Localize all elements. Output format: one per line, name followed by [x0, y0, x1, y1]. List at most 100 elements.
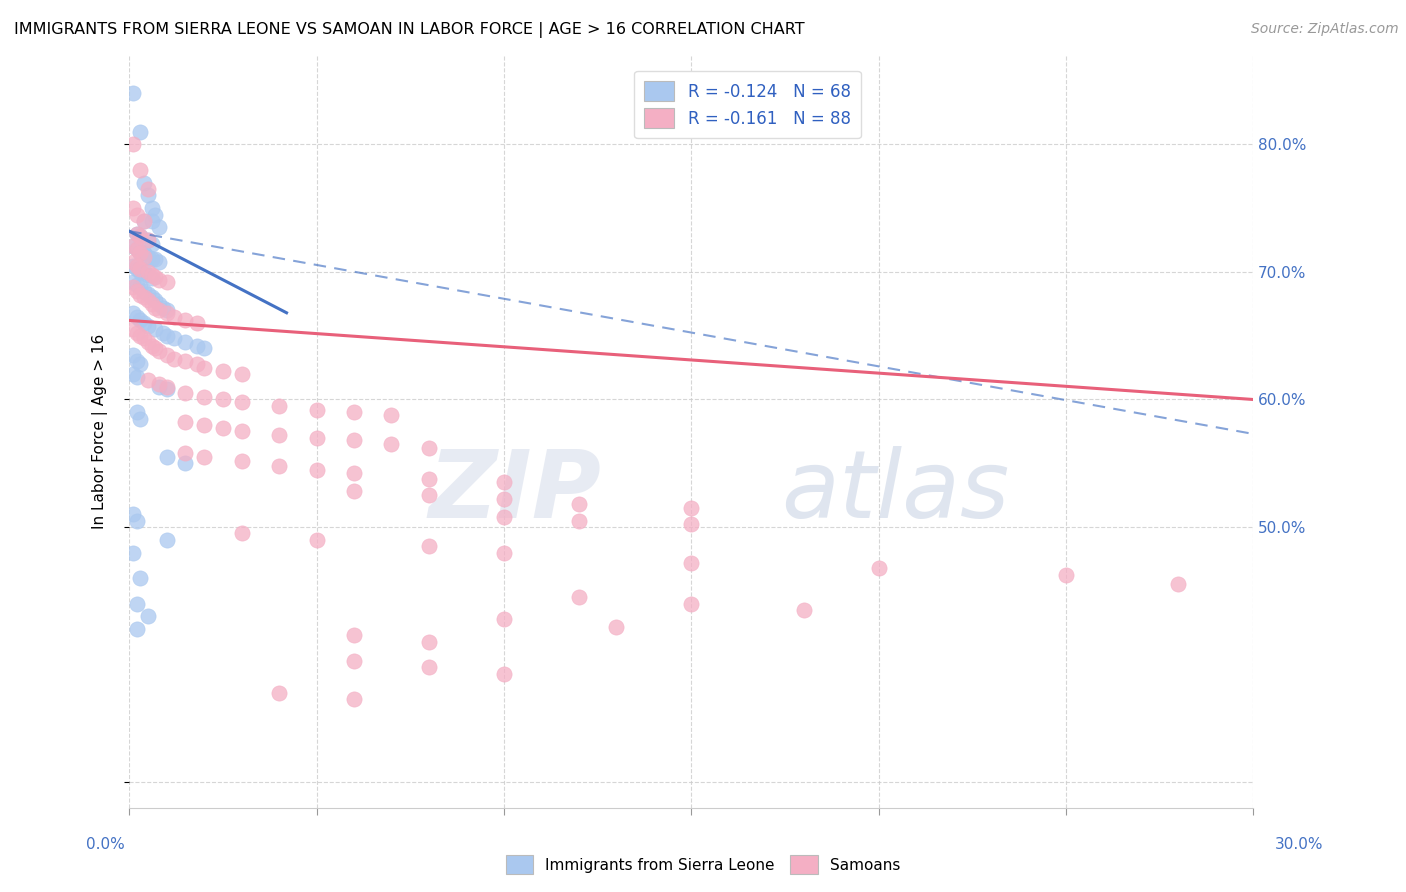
Point	[343, 467, 366, 481]
Point	[148, 272, 170, 286]
Point	[129, 162, 152, 177]
Point	[125, 242, 148, 256]
Point	[125, 310, 148, 324]
Point	[125, 208, 148, 222]
Point	[174, 446, 197, 460]
Point	[134, 245, 156, 260]
Point	[145, 252, 167, 267]
Point	[492, 491, 515, 506]
Point	[134, 331, 156, 345]
Point	[136, 293, 159, 307]
Point	[129, 245, 152, 260]
Point	[148, 344, 170, 359]
Point	[231, 425, 253, 439]
Point	[134, 284, 156, 298]
Point	[129, 229, 152, 244]
Point	[267, 458, 290, 473]
Point	[129, 229, 152, 244]
Point	[681, 556, 703, 570]
Point	[1167, 577, 1189, 591]
Point	[141, 290, 163, 304]
Point	[129, 262, 152, 277]
Point	[122, 137, 145, 152]
Point	[174, 313, 197, 327]
Point	[125, 597, 148, 611]
Point	[129, 357, 152, 371]
Point	[267, 686, 290, 700]
Point	[174, 354, 197, 368]
Point	[129, 313, 152, 327]
Legend: R = -0.124   N = 68, R = -0.161   N = 88: R = -0.124 N = 68, R = -0.161 N = 88	[634, 71, 860, 138]
Point	[148, 254, 170, 268]
Point	[156, 450, 179, 464]
Point	[343, 654, 366, 668]
Point	[380, 408, 402, 422]
Point	[343, 434, 366, 448]
Point	[122, 306, 145, 320]
Point	[141, 271, 163, 285]
Point	[156, 380, 179, 394]
Text: IMMIGRANTS FROM SIERRA LEONE VS SAMOAN IN LABOR FORCE | AGE > 16 CORRELATION CHA: IMMIGRANTS FROM SIERRA LEONE VS SAMOAN I…	[14, 22, 804, 38]
Y-axis label: In Labor Force | Age > 16: In Labor Force | Age > 16	[93, 334, 108, 529]
Point	[122, 367, 145, 381]
Point	[152, 301, 174, 315]
Point	[134, 250, 156, 264]
Point	[193, 342, 215, 356]
Point	[136, 265, 159, 279]
Point	[492, 545, 515, 559]
Point	[231, 367, 253, 381]
Point	[134, 265, 156, 279]
Point	[134, 176, 156, 190]
Point	[231, 395, 253, 409]
Point	[136, 373, 159, 387]
Point	[145, 342, 167, 356]
Point	[174, 416, 197, 430]
Point	[125, 369, 148, 384]
Point	[125, 227, 148, 241]
Point	[122, 87, 145, 101]
Point	[156, 533, 179, 547]
Point	[267, 428, 290, 442]
Point	[122, 254, 145, 268]
Point	[193, 360, 215, 375]
Point	[141, 297, 163, 311]
Point	[125, 284, 148, 298]
Point	[186, 316, 208, 330]
Point	[174, 386, 197, 401]
Text: atlas: atlas	[782, 446, 1010, 537]
Point	[418, 635, 440, 649]
Point	[141, 252, 163, 267]
Point	[163, 331, 186, 345]
Point	[267, 399, 290, 413]
Point	[152, 326, 174, 341]
Point	[125, 259, 148, 273]
Text: ZIP: ZIP	[429, 446, 602, 538]
Point	[568, 497, 591, 511]
Point	[148, 220, 170, 235]
Point	[605, 619, 627, 633]
Point	[141, 236, 163, 251]
Point	[380, 437, 402, 451]
Point	[418, 660, 440, 674]
Point	[231, 526, 253, 541]
Point	[868, 561, 890, 575]
Point	[141, 339, 163, 353]
Point	[136, 233, 159, 247]
Point	[141, 214, 163, 228]
Point	[681, 597, 703, 611]
Point	[163, 310, 186, 324]
Point	[231, 453, 253, 467]
Point	[122, 239, 145, 253]
Point	[136, 286, 159, 301]
Point	[174, 456, 197, 470]
Point	[211, 420, 233, 434]
Point	[145, 270, 167, 285]
Point	[793, 603, 815, 617]
Point	[136, 233, 159, 247]
Point	[125, 514, 148, 528]
Point	[193, 390, 215, 404]
Legend: Immigrants from Sierra Leone, Samoans: Immigrants from Sierra Leone, Samoans	[499, 849, 907, 880]
Point	[122, 508, 145, 522]
Point	[156, 382, 179, 396]
Point	[163, 351, 186, 366]
